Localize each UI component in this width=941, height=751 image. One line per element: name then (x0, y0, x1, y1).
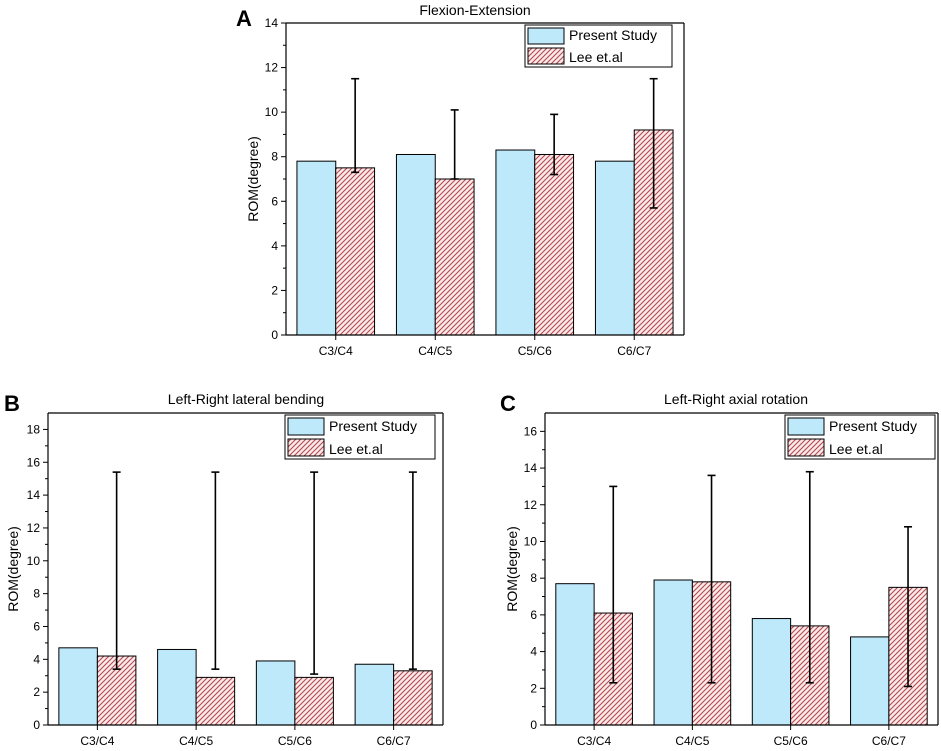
legend-label-lee-et-al: Lee et.al (569, 49, 623, 65)
y-tick-label: 12 (524, 498, 538, 512)
y-tick-label: 6 (33, 619, 40, 633)
x-tick-label: C6/C7 (617, 344, 651, 358)
panel-c-letter: C (500, 391, 516, 416)
y-tick-label: 8 (271, 150, 278, 164)
bar-lee-et-al (195, 676, 236, 726)
y-tick-label: 18 (27, 422, 41, 436)
y-tick-label: 4 (271, 239, 278, 253)
x-tick-label: C5/C6 (278, 734, 312, 748)
legend-swatch-present-study (287, 417, 325, 436)
bar-present-study (555, 583, 595, 726)
bar-lee-et-al (534, 153, 575, 336)
y-tick-label: 10 (265, 105, 279, 119)
panel-a-title: Flexion-Extension (419, 2, 530, 18)
x-tick-label: C3/C4 (577, 734, 611, 748)
legend-swatch-present-study (787, 417, 825, 436)
legend-swatch-lee-et-al (787, 438, 825, 457)
bar-present-study (653, 579, 693, 726)
y-tick-label: 16 (27, 455, 41, 469)
panel-c: C Left-Right axial rotation C3/C4 C4/C5 C5… (500, 391, 939, 748)
y-tick-label: 8 (33, 587, 40, 601)
y-tick-label: 4 (530, 645, 537, 659)
panel-b: B Left-Right lateral bending C3/C4 C4/C5 C… (4, 391, 444, 748)
x-tick-label: C5/C6 (518, 344, 552, 358)
x-tick-label: C4/C5 (418, 344, 452, 358)
legend-swatch-present-study (527, 27, 565, 45)
y-tick-label: 6 (530, 608, 537, 622)
x-tick-label: C3/C4 (80, 734, 114, 748)
bar-present-study (594, 160, 635, 336)
panel-c-title: Left-Right axial rotation (664, 391, 808, 407)
bar-present-study (751, 618, 792, 726)
y-tick-label: 10 (27, 554, 41, 568)
bar-present-study (495, 149, 536, 336)
y-tick-label: 4 (33, 652, 40, 666)
y-tick-label: 2 (530, 681, 537, 695)
bar-present-study (850, 636, 890, 726)
y-tick-label: 2 (33, 685, 40, 699)
bar-lee-et-al (434, 178, 475, 336)
x-tick-label: C4/C5 (179, 734, 213, 748)
panel-c-plot: C3/C4 C4/C5 C5/C6 C6/C7 0 2 4 6 8 10 12 14 16 ROM(deg… (504, 412, 939, 748)
y-tick-label: 12 (27, 521, 41, 535)
legend-swatch-lee-et-al (527, 47, 565, 65)
panel-b-plot: C3/C4 C4/C5 C5/C6 C6/C7 0 2 4 6 8 10 12 14 16 18 ROM(d… (5, 412, 444, 748)
y-axis-label: ROM(degree) (5, 526, 21, 612)
y-tick-label: 8 (530, 571, 537, 585)
panel-a-letter: A (236, 6, 252, 31)
bar-present-study (255, 660, 296, 726)
x-tick-label: C3/C4 (319, 344, 353, 358)
legend-label-present-study: Present Study (829, 418, 917, 434)
y-axis-label: ROM(degree) (245, 136, 261, 222)
bar-present-study (354, 663, 395, 726)
y-tick-label: 12 (265, 61, 279, 75)
y-tick-label: 0 (530, 718, 537, 732)
y-tick-label: 2 (271, 283, 278, 297)
y-tick-label: 0 (33, 718, 40, 732)
x-tick-label: C6/C7 (872, 734, 906, 748)
bar-lee-et-al (294, 676, 334, 726)
bar-present-study (395, 153, 436, 336)
legend-swatch-lee-et-al (287, 438, 325, 457)
panel-b-title: Left-Right lateral bending (168, 391, 324, 407)
legend-label-present-study: Present Study (569, 27, 657, 43)
x-tick-label: C4/C5 (675, 734, 709, 748)
legend-label-present-study: Present Study (329, 418, 417, 434)
y-tick-label: 14 (265, 16, 279, 30)
y-tick-label: 6 (271, 194, 278, 208)
bar-present-study (157, 648, 197, 726)
panel-a-plot: C3/C4 C4/C5 C5/C6 C6/C7 0 2 4 6 8 10 12 14 ROM(degre… (245, 16, 685, 358)
legend-label-lee-et-al: Lee et.al (329, 441, 383, 457)
panel-b-letter: B (4, 391, 20, 416)
x-tick-label: C5/C6 (774, 734, 808, 748)
panel-a: A Flexion-Extension C3/C4 C4/C5 C5/C6 C6/C7… (236, 2, 685, 358)
bar-present-study (58, 647, 98, 726)
legend-label-lee-et-al: Lee et.al (829, 441, 883, 457)
bar-lee-et-al (393, 670, 433, 726)
y-tick-label: 16 (524, 424, 538, 438)
y-tick-label: 10 (524, 534, 538, 548)
y-tick-label: 0 (271, 328, 278, 342)
y-tick-label: 14 (27, 488, 41, 502)
bar-lee-et-al (335, 167, 376, 336)
y-axis-label: ROM(degree) (504, 526, 520, 612)
x-tick-label: C6/C7 (377, 734, 411, 748)
y-tick-label: 14 (524, 461, 538, 475)
bar-present-study (296, 160, 337, 336)
